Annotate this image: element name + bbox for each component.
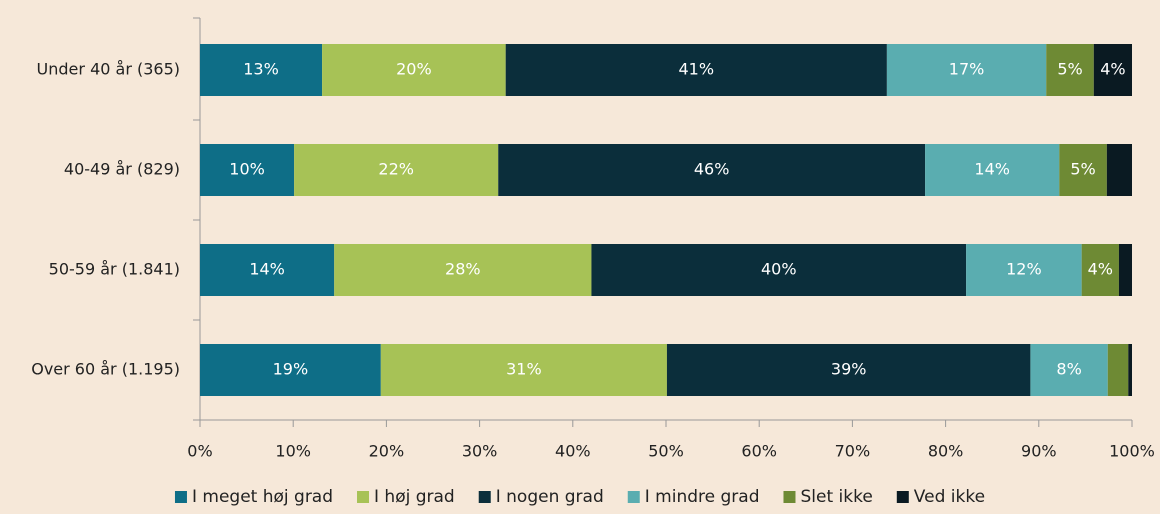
bar-segment <box>200 344 381 396</box>
bar-segment <box>200 244 335 296</box>
x-tick-label: 10% <box>275 442 311 461</box>
data-label: 14% <box>974 160 1010 179</box>
bar-segment <box>1059 144 1107 196</box>
legend-label: Ved ikke <box>914 487 985 507</box>
data-label: 8% <box>1056 360 1081 379</box>
legend-label: I meget høj grad <box>192 487 333 507</box>
bar-segment <box>498 144 926 196</box>
data-label: 19% <box>273 360 309 379</box>
x-tick-label: 30% <box>462 442 498 461</box>
bar-segment <box>666 344 1031 396</box>
data-label: 41% <box>679 60 715 79</box>
y-tick-label: 50-59 år (1.841) <box>49 260 180 279</box>
bar-segment <box>1046 44 1094 96</box>
bar-segment <box>1081 244 1119 296</box>
bar-segment <box>1118 244 1132 296</box>
bar-segment <box>200 144 295 196</box>
data-label: 12% <box>1006 260 1042 279</box>
legend-swatch <box>783 491 796 503</box>
y-tick-label: Over 60 år (1.195) <box>31 360 180 379</box>
legend-swatch <box>357 491 370 503</box>
x-tick-label: 40% <box>555 442 591 461</box>
bar-segment <box>505 44 887 96</box>
bar-segment <box>591 244 967 296</box>
legend-label: I nogen grad <box>496 487 604 507</box>
data-label: 20% <box>396 60 432 79</box>
legend-swatch <box>627 491 640 503</box>
bar-segment <box>1106 144 1132 196</box>
data-label: 46% <box>694 160 730 179</box>
data-label: 4% <box>1100 60 1125 79</box>
x-tick-label: 60% <box>741 442 777 461</box>
legend-label: Slet ikke <box>800 487 872 507</box>
legend-swatch <box>896 491 909 503</box>
bar-segment <box>334 244 592 296</box>
x-tick-label: 100% <box>1109 442 1155 461</box>
bar-segment <box>1093 44 1132 96</box>
bar-segment <box>380 344 667 396</box>
data-label: 13% <box>243 60 279 79</box>
bar-segment <box>886 44 1047 96</box>
bar-segment <box>322 44 506 96</box>
data-label: 40% <box>761 260 797 279</box>
bar-segment <box>1128 344 1132 396</box>
legend-label: I mindre grad <box>645 487 760 507</box>
data-label: 14% <box>249 260 285 279</box>
data-label: 10% <box>229 160 265 179</box>
y-tick-label: Under 40 år (365) <box>37 60 180 79</box>
x-tick-label: 90% <box>1021 442 1057 461</box>
legend-swatch <box>478 491 491 503</box>
data-label: 5% <box>1057 60 1082 79</box>
data-label: 22% <box>378 160 414 179</box>
y-tick-label: 40-49 år (829) <box>64 160 180 179</box>
bar-segment <box>966 244 1082 296</box>
bar-segment <box>1107 344 1129 396</box>
x-tick-label: 50% <box>648 442 684 461</box>
x-tick-label: 0% <box>187 442 212 461</box>
data-label: 39% <box>831 360 867 379</box>
data-label: 31% <box>506 360 542 379</box>
bar-segment <box>294 144 499 196</box>
data-label: 4% <box>1088 260 1113 279</box>
data-label: 17% <box>949 60 985 79</box>
data-label: 5% <box>1070 160 1095 179</box>
bar-segment <box>925 144 1060 196</box>
legend-swatch <box>174 491 187 503</box>
legend-label: I høj grad <box>374 487 455 507</box>
x-tick-label: 70% <box>835 442 871 461</box>
x-tick-label: 80% <box>928 442 964 461</box>
bar-segment <box>200 44 323 96</box>
data-label: 28% <box>445 260 481 279</box>
x-tick-label: 20% <box>369 442 405 461</box>
bar-segment <box>1030 344 1108 396</box>
